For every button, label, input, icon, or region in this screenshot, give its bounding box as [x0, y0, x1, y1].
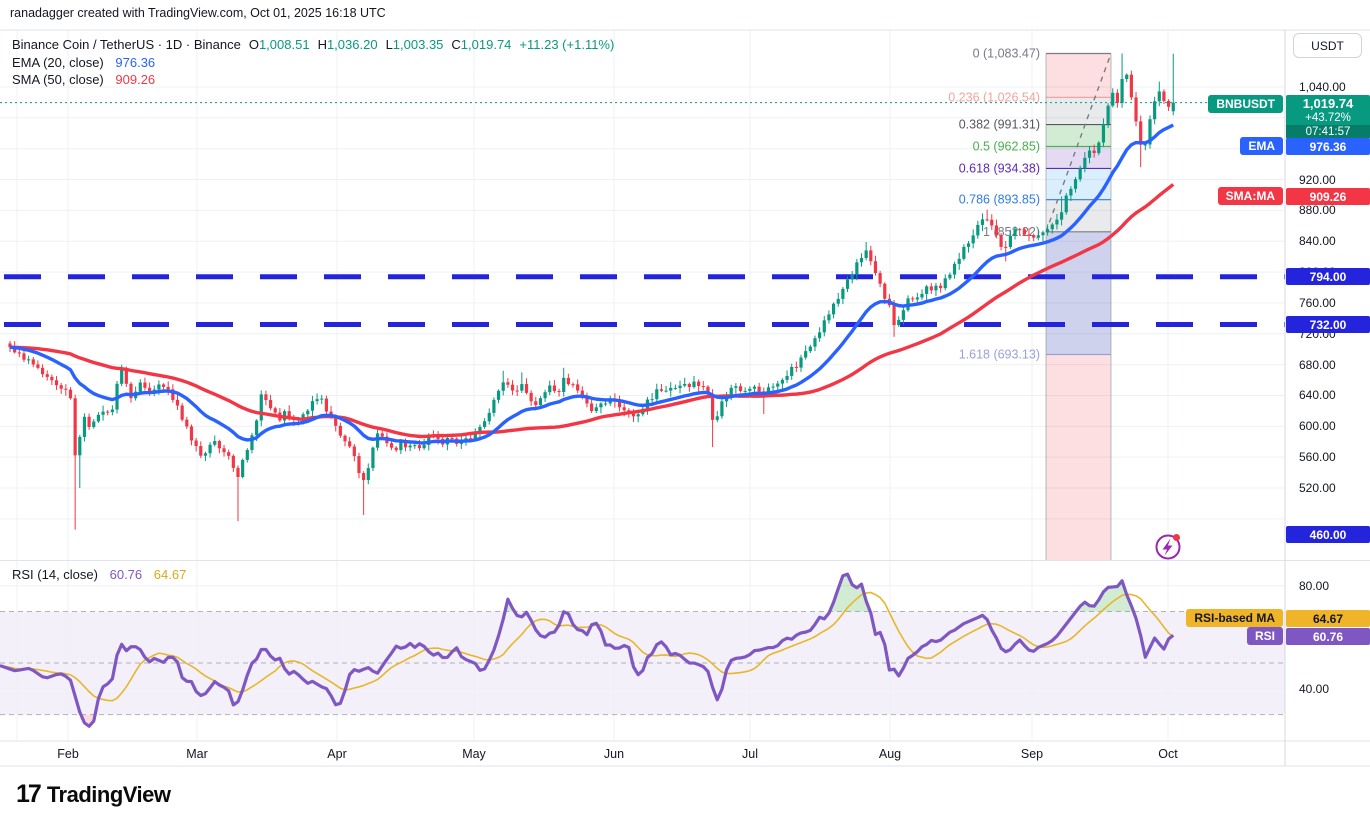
open-label: O [248, 37, 259, 52]
time-axis-label-oct: Oct [1158, 747, 1178, 761]
rsi-tick-80: 80.00 [1299, 578, 1330, 593]
hline-badge-794: 794.00 [1286, 268, 1370, 285]
fib-level-label: 1.618 (693.13) [959, 348, 1040, 362]
sma-legend-row[interactable]: SMA (50, close) 909.26 [12, 71, 614, 89]
hline-badge-460: 460.00 [1286, 526, 1370, 543]
time-axis-label-sep: Sep [1020, 747, 1044, 761]
rsi-ma-badge: 64.67 [1286, 610, 1370, 627]
sma-line[interactable] [9, 183, 1175, 439]
watermark-attribution: ranadagger created with TradingView.com,… [10, 6, 386, 20]
quick-alert-icon[interactable] [1155, 534, 1181, 560]
alert-notification-dot [1173, 534, 1180, 541]
time-axis-label-jul: Jul [742, 747, 758, 761]
tradingview-logo[interactable]: 17 TradingView [16, 780, 171, 809]
high-value: 1,036.20 [326, 37, 378, 52]
time-axis-label-may: May [462, 747, 486, 761]
chart-legend: Binance Coin / TetherUS · 1D · Binance O1… [12, 36, 614, 89]
ema-legend-row[interactable]: EMA (20, close) 976.36 [12, 54, 614, 72]
time-axis-label-aug: Aug [878, 747, 902, 761]
rsi-ma-tag: RSI-based MA [1186, 609, 1283, 627]
time-axis-label-jun: Jun [603, 747, 625, 761]
tradingview-logo-icon: 17 [16, 780, 42, 808]
hline-badge-732: 732.00 [1286, 316, 1370, 333]
fib-level-label: 0.786 (893.85) [959, 193, 1040, 207]
symbol-legend-row[interactable]: Binance Coin / TetherUS · 1D · Binance O1… [12, 36, 614, 54]
price-tick-520: 520.00 [1299, 481, 1336, 496]
ema-label: EMA (20, close) [12, 54, 104, 70]
price-tick-840: 840.00 [1299, 234, 1336, 249]
symbol-price-tag: BNBUSDT [1208, 95, 1283, 113]
rsi-legend-row[interactable]: RSI (14, close) 60.76 64.67 [12, 567, 186, 582]
fib-level-label: 0.382 (991.31) [959, 118, 1040, 132]
price-tick-760: 760.00 [1299, 295, 1336, 310]
sma-price-badge: 909.26 [1286, 188, 1370, 205]
time-axis-label-apr: Apr [327, 747, 347, 761]
time-axis-label-mar: Mar [186, 747, 208, 761]
price-tick-600: 600.00 [1299, 419, 1336, 434]
price-tick-880: 880.00 [1299, 203, 1336, 218]
rsi-tag: RSI [1246, 627, 1283, 645]
fib-retracement[interactable]: 0 (1,083.47) 0.236 (1,026.54) 0.382 (991.3… [948, 46, 1112, 561]
low-value: 1,003.35 [392, 37, 444, 52]
candle-countdown: 07:41:57 [1286, 125, 1370, 139]
currency-toggle-button[interactable]: USDT [1293, 33, 1362, 58]
change-value: +11.23 (+1.11%) [519, 37, 615, 52]
fib-level-label: 0 (1,083.47) [973, 46, 1040, 60]
rsi-line[interactable] [0, 572, 1175, 728]
fib-level-label: 0.618 (934.38) [959, 161, 1040, 175]
current-price-badge: 1,019.74 +43.72% 07:41:57 [1286, 95, 1370, 139]
rsi-value-badge: 60.76 [1286, 628, 1370, 645]
price-tick-640: 640.00 [1299, 388, 1336, 403]
price-tick-920: 920.00 [1299, 172, 1336, 187]
symbol-title: Binance Coin / TetherUS · 1D · Binance [12, 37, 241, 52]
rsi-ma-value: 64.67 [153, 567, 187, 582]
rsi-tick-40: 40.00 [1299, 681, 1330, 696]
time-axis-label-feb: Feb [57, 747, 79, 761]
close-value: 1,019.74 [460, 37, 512, 52]
fib-level-label: 0.5 (962.85) [973, 139, 1040, 153]
close-label: C [451, 37, 461, 52]
current-price: 1,019.74 [1302, 96, 1354, 111]
rsi-label: RSI (14, close) [12, 567, 98, 582]
low-label: L [385, 37, 393, 52]
ema-value: 976.36 [115, 54, 156, 70]
sma-value: 909.26 [115, 72, 156, 87]
ema-tag: EMA [1240, 137, 1283, 155]
sma-label: SMA (50, close) [12, 72, 104, 87]
tradingview-brand-text: TradingView [46, 782, 171, 807]
ema-line[interactable] [9, 123, 1175, 445]
price-tick-560: 560.00 [1299, 450, 1336, 465]
price-tick-680: 680.00 [1299, 357, 1336, 372]
grid [0, 30, 1285, 741]
price-tick-1040: 1,040.00 [1299, 80, 1346, 94]
sma-tag: SMA:MA [1217, 187, 1283, 205]
high-label: H [317, 37, 327, 52]
current-change-pct: +43.72% [1305, 112, 1351, 124]
ema-price-badge: 976.36 [1286, 138, 1370, 155]
fib-level-label: 0.236 (1,026.54) [948, 90, 1040, 104]
rsi-value: 60.76 [109, 567, 143, 582]
open-value: 1,008.51 [258, 37, 310, 52]
